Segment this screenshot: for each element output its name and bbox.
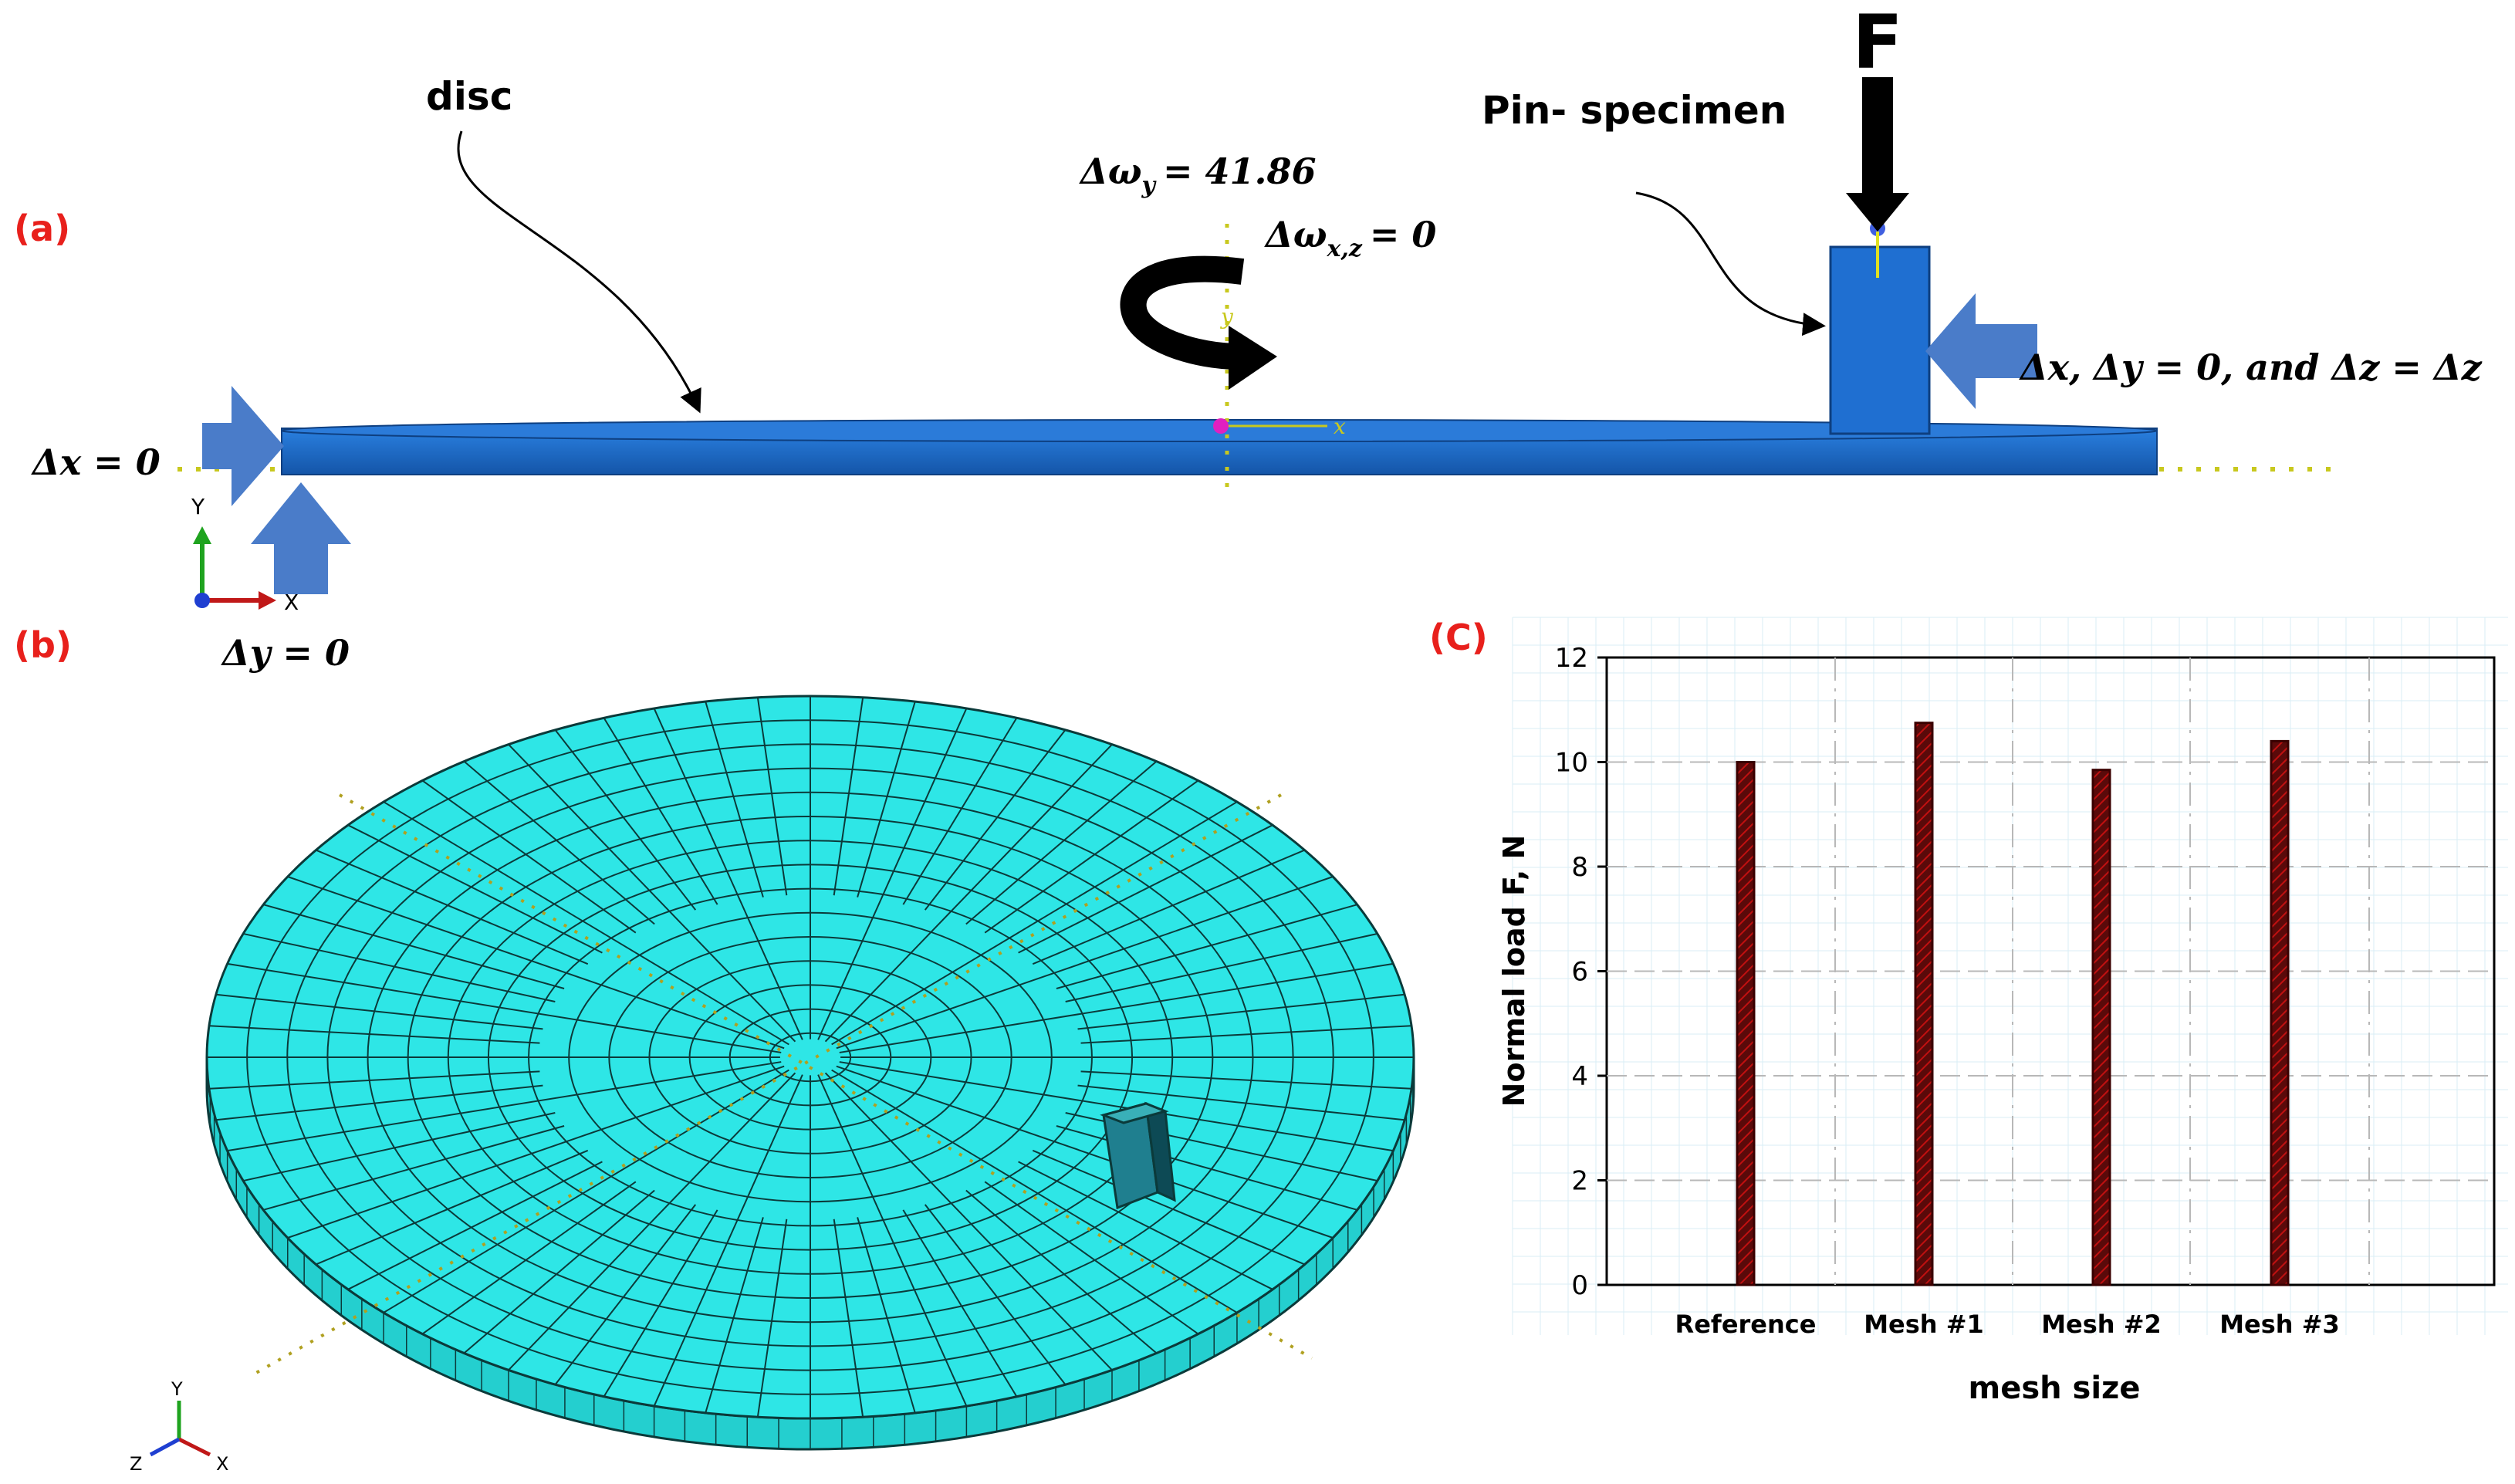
x-tick-label: Mesh #1 bbox=[1864, 1310, 1984, 1339]
omega-y-label: Δωy = 41.86 bbox=[1079, 150, 1317, 199]
pin-constraint-arrow bbox=[1925, 293, 2037, 409]
x-tick-label: Mesh #3 bbox=[2219, 1310, 2340, 1339]
chart-background-grid bbox=[1512, 617, 2508, 1335]
pin-leader bbox=[1635, 191, 1826, 336]
bar-mesh-1 bbox=[1914, 722, 1934, 1286]
panel-b-label: (b) bbox=[14, 624, 72, 666]
bar-reference bbox=[1736, 761, 1756, 1286]
axis-triad-a bbox=[193, 526, 276, 610]
y-tick-label: 0 bbox=[1571, 1270, 1588, 1301]
dy-constraint-arrow bbox=[251, 482, 351, 594]
pin-specimen bbox=[1829, 245, 1931, 435]
omega-xz-label: Δωx,z = 0 bbox=[1264, 214, 1436, 262]
reference-point bbox=[1213, 418, 1229, 434]
pin-bc-label: Δx, Δy = 0, and Δz = Δz bbox=[2019, 346, 2483, 388]
bars bbox=[1736, 722, 2290, 1286]
triad-b-x-label: X bbox=[216, 1453, 228, 1475]
y-tick-label: 2 bbox=[1571, 1166, 1588, 1197]
bar-mesh-3 bbox=[2270, 739, 2290, 1286]
rotation-arrow bbox=[1120, 255, 1277, 390]
meshed-pin bbox=[1100, 1101, 1176, 1210]
y-tick-label: 6 bbox=[1571, 957, 1588, 988]
disc-side-view bbox=[281, 419, 2158, 475]
panel-a-label: (a) bbox=[14, 208, 70, 249]
x-tick-label: Mesh #2 bbox=[2041, 1310, 2162, 1339]
force-arrow bbox=[1846, 77, 1909, 232]
mesh-lines bbox=[206, 696, 1415, 1449]
force-label: F bbox=[1852, 0, 1903, 86]
triad-a-x-label: X bbox=[284, 590, 299, 615]
y-tick-label: 10 bbox=[1555, 748, 1588, 779]
y-tick-label: 12 bbox=[1555, 643, 1588, 674]
bar-mesh-2 bbox=[2091, 769, 2111, 1286]
panel-b: (b) Y X Z bbox=[14, 624, 1415, 1475]
panel-a: (a) x y F Δx = bbox=[14, 0, 2483, 674]
y-axis-label: Normal load F, N bbox=[1497, 835, 1531, 1107]
dx-bc-label: Δx = 0 bbox=[31, 441, 161, 483]
triad-b-z-label: Z bbox=[130, 1453, 142, 1475]
y-ticks: 0 2 4 6 8 10 12 bbox=[1555, 643, 1607, 1301]
axis-triad-b bbox=[149, 1401, 211, 1457]
mini-axis-x-label: x bbox=[1334, 414, 1346, 439]
y-tick-label: 8 bbox=[1571, 852, 1588, 883]
pin-label: Pin- specimen bbox=[1482, 88, 1787, 133]
disc-label: disc bbox=[426, 74, 512, 119]
dy-bc-label: Δy = 0 bbox=[221, 632, 350, 674]
x-tick-label: Reference bbox=[1675, 1310, 1817, 1339]
panel-c: (C) 0 2 4 6 8 10 12 Reference Mesh #1 Mesh #2 Mes… bbox=[1429, 617, 2508, 1406]
triad-b-y-label: Y bbox=[171, 1378, 183, 1400]
y-tick-label: 4 bbox=[1571, 1061, 1588, 1092]
disc-leader bbox=[457, 130, 701, 414]
panel-c-label: (C) bbox=[1429, 617, 1488, 658]
x-axis-label: mesh size bbox=[1969, 1371, 2141, 1406]
triad-a-y-label: Y bbox=[191, 494, 205, 519]
mini-axis-y-label: y bbox=[1219, 304, 1234, 330]
symmetry-guides-3d bbox=[254, 793, 1313, 1375]
dx-constraint-arrow bbox=[202, 386, 284, 506]
x-tick-labels: Reference Mesh #1 Mesh #2 Mesh #3 bbox=[1675, 1310, 2340, 1339]
